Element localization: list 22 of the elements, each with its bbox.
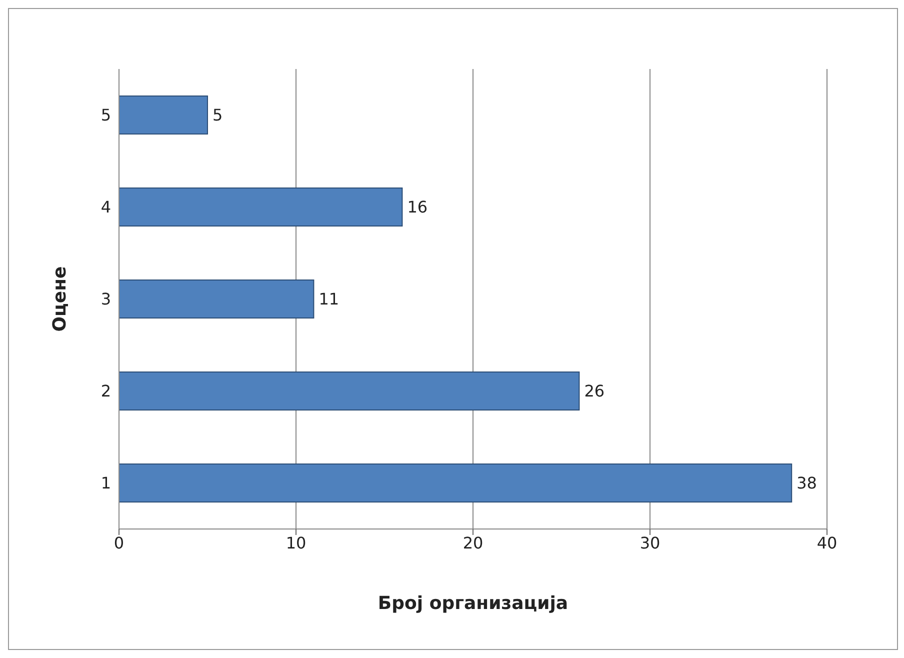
y-tick-label: 3 (100, 290, 111, 309)
bar (119, 188, 403, 226)
x-tick-label: 30 (640, 533, 660, 552)
x-tick-label: 40 (816, 533, 838, 552)
data-label: 5 (212, 106, 223, 125)
x-axis-title: Број организација (378, 593, 568, 614)
data-label: 11 (318, 290, 340, 309)
y-axis-title: Оцене (49, 266, 70, 332)
data-label: 16 (407, 198, 428, 217)
y-tick-label: 4 (100, 198, 111, 217)
y-tick-label: 5 (100, 106, 111, 125)
bar (119, 280, 314, 318)
bar (119, 372, 580, 410)
x-tick-label: 20 (462, 533, 484, 552)
data-label: 38 (796, 474, 817, 493)
y-tick-label: 2 (100, 382, 111, 401)
y-tick-label: 1 (100, 474, 111, 493)
x-tick-label: 10 (286, 533, 306, 552)
bar (119, 464, 792, 502)
bar (119, 96, 208, 134)
x-tick-label: 0 (114, 533, 124, 552)
data-label: 26 (584, 382, 605, 401)
